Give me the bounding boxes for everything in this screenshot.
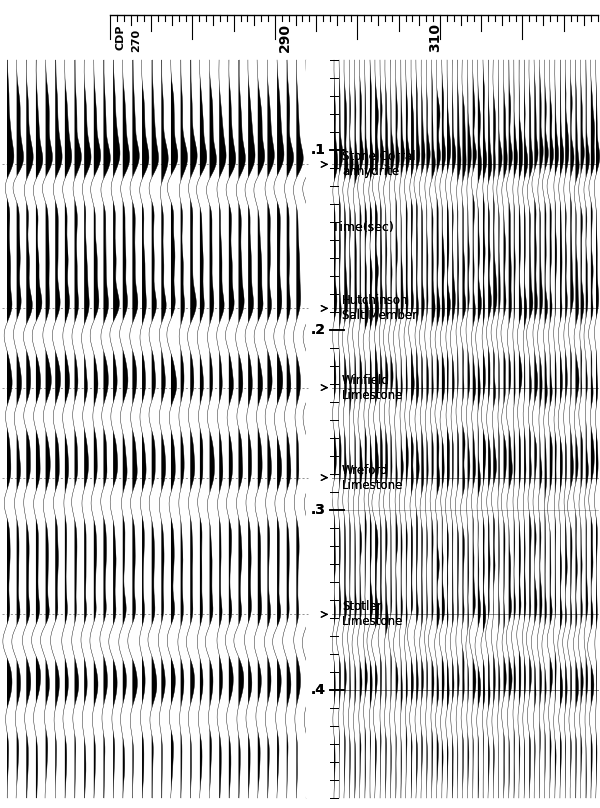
Text: 310: 310 xyxy=(428,23,442,52)
Text: Stone Corral
anhydrite: Stone Corral anhydrite xyxy=(342,150,415,179)
Text: Wreford
Limestone: Wreford Limestone xyxy=(342,464,403,491)
Text: Stone Corral
anhydrite: Stone Corral anhydrite xyxy=(342,150,415,179)
Bar xyxy=(0,7,600,55)
Text: 290: 290 xyxy=(278,23,292,52)
Text: Hutchinson
Salt Member: Hutchinson Salt Member xyxy=(342,294,417,322)
Text: Stotler
Limestone: Stotler Limestone xyxy=(342,600,403,629)
Text: Time(sec): Time(sec) xyxy=(332,221,394,234)
Text: .2: .2 xyxy=(311,323,326,337)
Bar xyxy=(308,60,332,798)
Text: CDP: CDP xyxy=(115,24,125,50)
Text: Hutchinson
Salt Member: Hutchinson Salt Member xyxy=(342,294,417,322)
Text: .3: .3 xyxy=(311,503,326,517)
Text: .1: .1 xyxy=(311,143,326,157)
Text: Winfield
Limestone: Winfield Limestone xyxy=(342,373,403,402)
Text: Stotler
Limestone: Stotler Limestone xyxy=(342,600,403,629)
Text: Winfield
Limestone: Winfield Limestone xyxy=(342,373,403,402)
Text: .2: .2 xyxy=(311,323,326,337)
Text: 270: 270 xyxy=(131,29,141,52)
Text: .4: .4 xyxy=(311,683,326,697)
Text: Wreford
Limestone: Wreford Limestone xyxy=(342,464,403,491)
Text: .3: .3 xyxy=(311,503,326,517)
Text: .1: .1 xyxy=(311,143,326,157)
Text: .4: .4 xyxy=(311,683,326,697)
Text: Time(sec): Time(sec) xyxy=(332,221,394,234)
Bar xyxy=(306,60,332,798)
